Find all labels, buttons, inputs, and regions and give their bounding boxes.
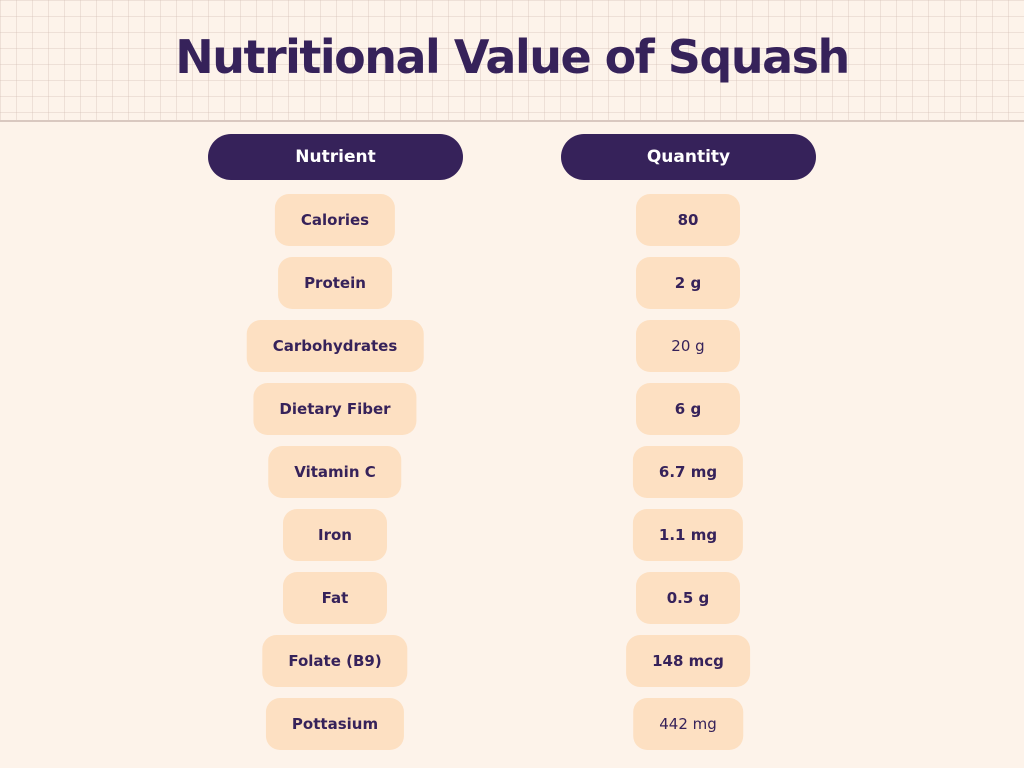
nutrient-cell: Carbohydrates [246,320,424,372]
nutrient-cell: Pottasium [265,698,405,750]
page-title: Nutritional Value of Squash [175,30,850,84]
quantity-cell: 6.7 mg [632,446,744,498]
column-header-quantity: Quantity [561,134,816,180]
table-row: Carbohydrates 20 g [0,320,1024,372]
table-row: Dietary Fiber 6 g [0,383,1024,435]
table-row: Folate (B9) 148 mcg [0,635,1024,687]
table-row: Iron 1.1 mg [0,509,1024,561]
nutrient-cell: Protein [278,257,392,309]
table-row: Protein 2 g [0,257,1024,309]
nutrient-cell: Folate (B9) [262,635,408,687]
nutrient-cell: Vitamin C [268,446,402,498]
table-row: Pottasium 442 mg [0,698,1024,750]
table-row: Calories 80 [0,194,1024,246]
table-row: Vitamin C 6.7 mg [0,446,1024,498]
nutrient-cell: Fat [283,572,387,624]
quantity-cell: 6 g [636,383,740,435]
quantity-cell: 442 mg [633,698,743,750]
quantity-cell: 80 [636,194,740,246]
quantity-cell: 148 mcg [626,635,750,687]
table-row: Fat 0.5 g [0,572,1024,624]
title-banner [0,0,1024,122]
quantity-cell: 2 g [636,257,740,309]
nutrition-table: Calories 80 Protein 2 g Carbohydrates 20… [0,194,1024,761]
column-header-nutrient: Nutrient [208,134,463,180]
nutrient-cell: Iron [283,509,387,561]
nutrient-cell: Dietary Fiber [253,383,417,435]
quantity-cell: 0.5 g [636,572,740,624]
nutrient-cell: Calories [274,194,396,246]
quantity-cell: 20 g [636,320,740,372]
quantity-cell: 1.1 mg [632,509,744,561]
